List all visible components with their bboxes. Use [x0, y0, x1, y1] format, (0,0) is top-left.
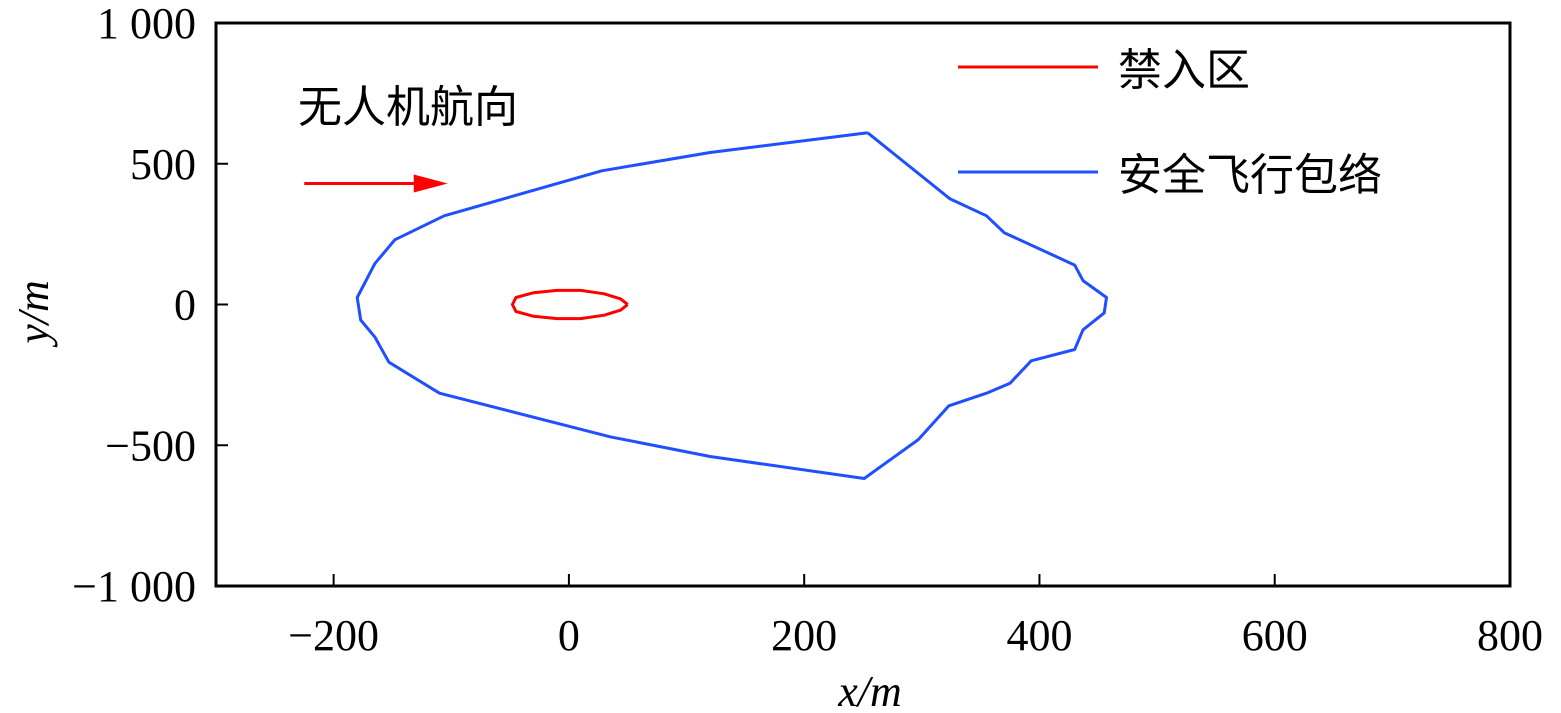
- x-tick-label: 800: [1477, 611, 1543, 660]
- heading-annotation-text: 无人机航向: [298, 82, 518, 133]
- y-tick-label: −1 000: [72, 562, 196, 611]
- x-tick-label: 600: [1242, 611, 1308, 660]
- axis-ticks: [216, 22, 1511, 587]
- x-tick-label: −200: [288, 611, 379, 660]
- x-tick-label: 0: [558, 611, 580, 660]
- heading-arrow-head: [413, 174, 448, 193]
- tick-labels: −200 0 200 400 600 800 −1 000 −500 0 500 1 000: [72, 0, 1543, 660]
- legend-label-no-entry-zone: 禁入区: [1118, 45, 1250, 96]
- legend: 禁入区 安全飞行包络: [958, 45, 1382, 201]
- y-tick-label: −500: [105, 421, 196, 470]
- y-tick-label: 0: [174, 281, 196, 330]
- y-tick-label: 1 000: [97, 0, 196, 48]
- x-tick-label: 400: [1006, 611, 1072, 660]
- no-entry-zone-line: [510, 288, 629, 321]
- safe-flight-envelope-line: [355, 131, 1108, 480]
- series-layer: [355, 131, 1108, 480]
- legend-label-safe-flight-envelope: 安全飞行包络: [1118, 150, 1382, 201]
- heading-annotation: 无人机航向: [298, 82, 518, 193]
- x-tick-label: 200: [771, 611, 837, 660]
- y-axis-label: y/m: [9, 280, 58, 348]
- x-axis-label: x/m: [837, 667, 902, 713]
- y-tick-label: 500: [130, 140, 196, 189]
